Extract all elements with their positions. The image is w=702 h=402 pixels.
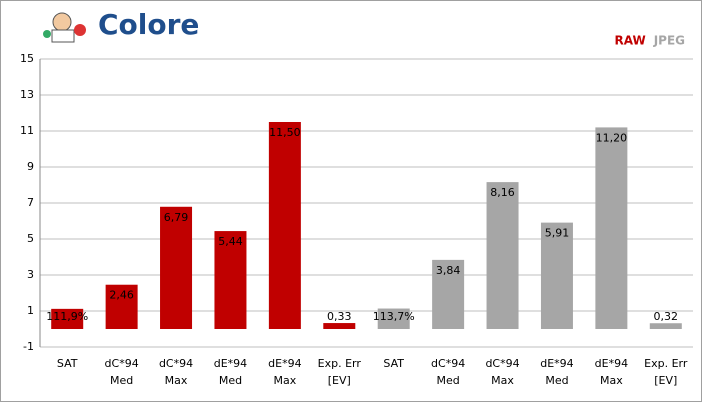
y-tick-label: 9 — [27, 160, 34, 173]
data-label: 3,84 — [436, 264, 461, 277]
chart-title: Colore — [98, 8, 199, 41]
bar — [323, 323, 356, 329]
data-label: 5,91 — [545, 227, 570, 240]
logo-icon — [43, 12, 86, 43]
y-tick-label: -1 — [23, 340, 34, 353]
y-tick-label: 13 — [20, 88, 34, 101]
x-tick-label: dC*94 Max — [485, 357, 519, 387]
x-tick-label: dC*94 Med — [105, 357, 139, 387]
y-tick-label: 3 — [27, 268, 34, 281]
x-tick-label: dC*94 Max — [159, 357, 193, 387]
data-label: 0,33 — [327, 310, 352, 323]
y-tick-label: 15 — [20, 52, 34, 65]
x-tick-label: Exp. Err [EV] — [318, 357, 362, 387]
x-tick-label: Exp. Err [EV] — [644, 357, 688, 387]
bar — [649, 323, 682, 329]
bar — [595, 127, 628, 330]
bar — [432, 259, 465, 329]
data-label: 113,7% — [373, 310, 415, 323]
bar — [160, 206, 193, 329]
y-tick-label: 1 — [27, 304, 34, 317]
data-label: 111,9% — [46, 310, 88, 323]
y-tick-label: 11 — [20, 124, 34, 137]
bar — [377, 308, 410, 329]
data-label: 8,16 — [490, 186, 515, 199]
x-tick-label: dE*94 Max — [595, 357, 628, 387]
y-tick-label: 5 — [27, 232, 34, 245]
bar — [486, 182, 519, 329]
legend-label: JPEG — [653, 34, 685, 48]
bar — [51, 308, 84, 329]
x-tick-label: dE*94 Med — [214, 357, 247, 387]
x-tick-label: SAT — [383, 357, 404, 370]
data-label: 11,50 — [269, 126, 301, 139]
data-label: 11,20 — [596, 131, 628, 144]
x-tick-label: dE*94 Med — [540, 357, 573, 387]
x-tick-label: dC*94 Med — [431, 357, 465, 387]
y-tick-label: 7 — [27, 196, 34, 209]
data-label: 6,79 — [164, 211, 189, 224]
data-label: 2,46 — [109, 289, 134, 302]
x-tick-label: SAT — [57, 357, 78, 370]
x-tick-label: dE*94 Max — [268, 357, 301, 387]
legend-label: RAW — [614, 34, 645, 48]
bar — [268, 122, 301, 329]
bar — [214, 231, 247, 329]
data-label: 0,32 — [654, 310, 679, 323]
data-label: 5,44 — [218, 235, 243, 248]
bar — [540, 222, 573, 329]
bar — [105, 284, 138, 329]
